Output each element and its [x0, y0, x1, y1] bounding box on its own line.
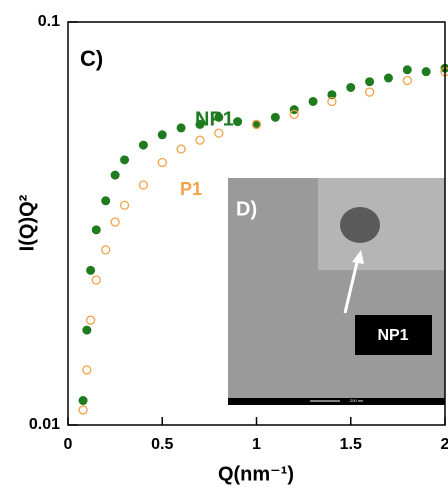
plot-frame	[67, 21, 446, 426]
point	[119, 200, 130, 210]
y-tick-label: 0.1	[38, 13, 60, 30]
inset-zoom	[318, 178, 445, 270]
point	[402, 65, 412, 75]
point	[421, 67, 431, 77]
point	[78, 396, 88, 406]
x-tick-label: 1.5	[340, 436, 362, 453]
point	[101, 245, 111, 255]
point	[78, 405, 88, 415]
point	[120, 155, 130, 165]
arrow-head	[352, 250, 364, 264]
point	[138, 140, 148, 150]
y-tick-label: 0.01	[29, 416, 60, 433]
inset-tag: NP1	[377, 327, 408, 344]
x-tick-label: 0.5	[151, 436, 173, 453]
point	[85, 315, 96, 325]
point	[383, 73, 393, 83]
x-tick-label: 0	[64, 436, 73, 453]
point	[91, 225, 101, 235]
point	[402, 75, 412, 86]
particle	[340, 207, 380, 243]
point	[101, 196, 111, 206]
tag-box	[355, 315, 432, 355]
point	[91, 275, 101, 285]
panel-label: C)	[80, 46, 103, 71]
x-tick-label: 2	[441, 436, 448, 453]
point	[138, 180, 149, 190]
point	[176, 123, 186, 133]
point	[86, 265, 96, 275]
point	[110, 170, 120, 180]
point	[214, 112, 224, 122]
point	[195, 135, 205, 145]
series-label: P1	[180, 179, 202, 199]
x-tick-label: 1	[252, 436, 261, 453]
point	[110, 217, 120, 227]
point	[233, 117, 243, 127]
point	[214, 128, 224, 138]
point	[157, 130, 167, 140]
point	[270, 112, 280, 122]
scale-label: 200 nm	[350, 398, 364, 403]
point	[346, 82, 356, 92]
point	[365, 77, 375, 87]
point	[327, 90, 337, 100]
inset-label: D)	[236, 198, 257, 220]
point	[82, 365, 92, 375]
arrow	[343, 257, 360, 314]
point	[195, 119, 205, 129]
point	[308, 96, 318, 106]
point	[82, 325, 92, 335]
y-axis-label: I(Q)Q²	[16, 194, 38, 251]
point	[364, 87, 375, 97]
point	[176, 144, 186, 154]
points	[78, 63, 448, 415]
point	[289, 109, 299, 119]
x-axis-label: Q(nm⁻¹)	[218, 463, 294, 485]
point	[289, 105, 299, 115]
inset-micrograph: D) NP1 200 nm	[228, 178, 445, 405]
series-label: NP1	[195, 108, 234, 130]
point	[251, 119, 262, 130]
point	[157, 157, 167, 168]
point	[327, 96, 337, 107]
